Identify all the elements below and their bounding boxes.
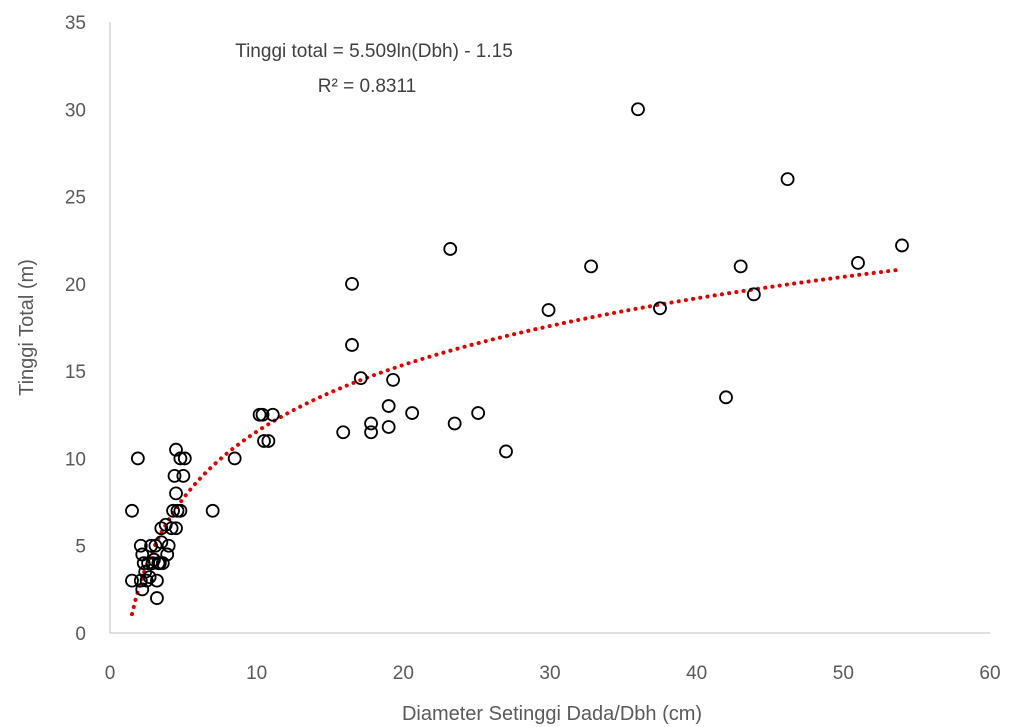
data-point — [161, 538, 176, 553]
y-tick-label: 15 — [65, 362, 86, 383]
data-point — [499, 444, 513, 459]
data-point — [125, 503, 139, 518]
x-tick-label: 0 — [105, 663, 116, 684]
data-point — [584, 259, 598, 274]
data-point — [227, 451, 242, 466]
data-point — [541, 303, 556, 317]
x-tick-label: 20 — [393, 663, 414, 684]
y-tick-label: 0 — [75, 624, 86, 645]
data-point — [447, 416, 462, 431]
data-point — [719, 390, 733, 405]
data-point — [895, 238, 909, 253]
x-tick-label: 30 — [539, 663, 560, 684]
data-point — [176, 468, 191, 483]
data-point — [130, 451, 145, 466]
data-point — [142, 570, 157, 585]
x-tick-label: 50 — [833, 663, 854, 684]
data-point — [471, 406, 486, 420]
x-axis-title: Diameter Setinggi Dada/Dbh (cm) — [402, 703, 702, 725]
x-tick-label: 40 — [686, 663, 707, 684]
data-point — [381, 420, 396, 434]
y-tick-label: 25 — [65, 188, 86, 209]
data-point — [851, 256, 865, 270]
data-point — [746, 287, 761, 302]
data-point — [169, 486, 183, 501]
data-point — [160, 547, 175, 562]
data-point — [336, 425, 351, 440]
data-point — [255, 407, 270, 422]
data-point — [150, 591, 164, 605]
data-point — [353, 371, 368, 386]
data-point — [139, 573, 154, 588]
data-point — [133, 538, 148, 553]
data-point — [205, 503, 220, 518]
y-tick-label: 30 — [65, 100, 86, 121]
trendline — [130, 267, 904, 617]
y-tick-label: 35 — [65, 13, 86, 34]
data-point — [164, 521, 179, 536]
data-point — [386, 372, 400, 387]
data-point — [265, 407, 280, 422]
x-tick-label: 60 — [979, 663, 1000, 684]
data-point — [125, 573, 139, 588]
data-point — [173, 451, 188, 466]
data-point — [364, 416, 378, 431]
data-point — [405, 406, 420, 420]
y-tick-labels: 0 5 10 15 20 25 30 35 — [65, 13, 86, 645]
data-point — [345, 338, 359, 352]
data-point — [261, 434, 276, 448]
x-tick-labels: 0 10 20 30 40 50 60 — [105, 663, 1001, 684]
data-point — [733, 259, 748, 274]
data-point — [177, 451, 192, 466]
data-point — [150, 573, 164, 588]
data-point — [169, 521, 183, 536]
data-point — [780, 172, 795, 187]
data-point — [364, 425, 378, 440]
data-point — [154, 535, 169, 550]
data-point — [167, 468, 182, 483]
axes — [109, 22, 990, 634]
y-axis-title: Tinggi Total (m) — [16, 259, 38, 396]
data-point — [257, 434, 271, 448]
data-point — [631, 102, 645, 117]
data-point — [381, 399, 396, 413]
data-point — [173, 503, 188, 518]
trendline-equation: Tinggi total = 5.509ln(Dbh) - 1.15 — [235, 41, 513, 62]
y-tick-label: 20 — [65, 275, 86, 296]
data-point — [443, 242, 458, 256]
data-point — [154, 521, 169, 536]
data-point — [166, 503, 180, 518]
data-point — [653, 301, 667, 316]
data-point — [345, 276, 359, 291]
y-tick-label: 5 — [75, 537, 86, 558]
trendline-r2: R² = 0.8311 — [318, 76, 416, 97]
data-points — [125, 102, 909, 605]
x-tick-label: 10 — [246, 663, 267, 684]
y-tick-label: 10 — [65, 449, 86, 470]
